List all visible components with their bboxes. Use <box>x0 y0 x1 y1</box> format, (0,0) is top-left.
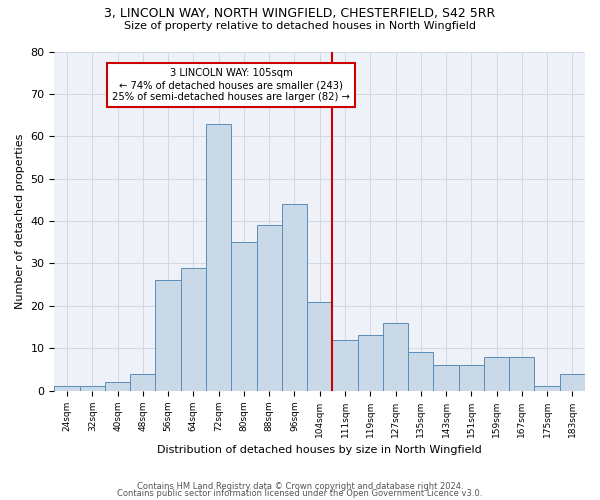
Bar <box>307 302 332 390</box>
Bar <box>383 323 408 390</box>
Bar <box>55 386 80 390</box>
Bar <box>282 204 307 390</box>
Bar <box>358 336 383 390</box>
Bar <box>433 365 458 390</box>
Bar <box>509 356 535 390</box>
Bar <box>231 242 257 390</box>
Bar <box>535 386 560 390</box>
Text: 3 LINCOLN WAY: 105sqm
← 74% of detached houses are smaller (243)
25% of semi-det: 3 LINCOLN WAY: 105sqm ← 74% of detached … <box>112 68 350 102</box>
Bar <box>105 382 130 390</box>
Text: Contains HM Land Registry data © Crown copyright and database right 2024.: Contains HM Land Registry data © Crown c… <box>137 482 463 491</box>
Bar <box>80 386 105 390</box>
X-axis label: Distribution of detached houses by size in North Wingfield: Distribution of detached houses by size … <box>157 445 482 455</box>
Bar <box>408 352 433 391</box>
Bar <box>332 340 358 390</box>
Text: Size of property relative to detached houses in North Wingfield: Size of property relative to detached ho… <box>124 21 476 31</box>
Text: 3, LINCOLN WAY, NORTH WINGFIELD, CHESTERFIELD, S42 5RR: 3, LINCOLN WAY, NORTH WINGFIELD, CHESTER… <box>104 8 496 20</box>
Bar <box>484 356 509 390</box>
Bar <box>155 280 181 390</box>
Text: Contains public sector information licensed under the Open Government Licence v3: Contains public sector information licen… <box>118 489 482 498</box>
Y-axis label: Number of detached properties: Number of detached properties <box>15 134 25 308</box>
Bar <box>206 124 231 390</box>
Bar <box>181 268 206 390</box>
Bar <box>458 365 484 390</box>
Bar <box>560 374 585 390</box>
Bar <box>257 226 282 390</box>
Bar <box>130 374 155 390</box>
